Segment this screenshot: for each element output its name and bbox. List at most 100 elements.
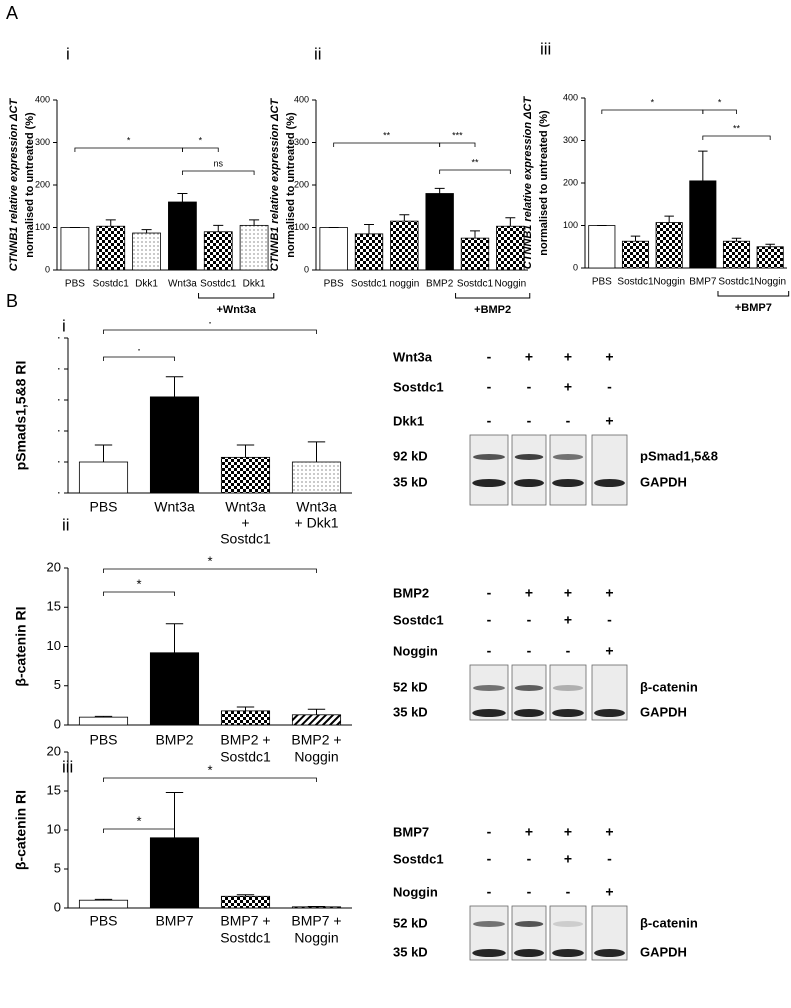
bar xyxy=(78,899,129,909)
band-protein: GAPDH xyxy=(640,474,687,489)
gel-band xyxy=(472,949,506,957)
x-tick-label: PBS xyxy=(89,499,117,515)
gel-band xyxy=(514,921,544,927)
treatment-sign: - xyxy=(487,643,492,659)
error-bar xyxy=(165,376,184,397)
y-tick-label: 100 xyxy=(563,220,578,230)
significance-label: *** xyxy=(452,130,463,140)
group-label: +Wnt3a xyxy=(216,304,256,316)
bar xyxy=(425,193,454,271)
treatment-sign: + xyxy=(564,851,572,867)
band-size: 52 kD xyxy=(393,679,428,694)
treatment-sign: + xyxy=(605,413,613,429)
treatment-sign: + xyxy=(605,884,613,900)
significance-label: * xyxy=(127,135,131,145)
band-protein: β-catenin xyxy=(640,915,698,930)
y-tick-label: 0 xyxy=(304,264,309,274)
y-tick-label: 300 xyxy=(35,137,50,147)
significance-bracket xyxy=(702,135,771,140)
treatment-sign: - xyxy=(487,612,492,628)
error-bar xyxy=(141,229,152,234)
gel-band xyxy=(552,709,584,717)
gel-band xyxy=(552,949,584,957)
x-tick-label: BMP2 + xyxy=(220,732,270,748)
treatment-sign: - xyxy=(487,413,492,429)
y-tick-label: 10 xyxy=(47,821,61,836)
error-bar xyxy=(364,224,374,234)
treatment-sign: + xyxy=(525,824,533,840)
gel-band xyxy=(552,479,584,487)
bar xyxy=(239,224,269,271)
y-tick-label: 100 xyxy=(294,222,309,232)
y-tick-label: 10 xyxy=(47,638,61,653)
bar xyxy=(168,201,197,271)
gel-band xyxy=(473,921,505,927)
bar xyxy=(655,222,683,269)
y-tick-label: · xyxy=(57,360,61,375)
treatment-sign: + xyxy=(525,349,533,365)
significance-label: * xyxy=(651,97,655,107)
y-tick-label: 20 xyxy=(47,559,61,574)
gel-lane xyxy=(591,434,628,506)
error-bar xyxy=(94,898,113,901)
error-bar xyxy=(94,715,113,718)
x-tick-label: PBS xyxy=(89,732,117,748)
treatment-label: Sostdc1 xyxy=(393,851,444,866)
x-tick-label: Noggin xyxy=(494,279,526,290)
treatment-sign: - xyxy=(487,585,492,601)
bar xyxy=(722,240,751,269)
panel-roman: ii xyxy=(62,515,70,534)
y-tick-label: 0 xyxy=(54,716,61,731)
treatment-label: Noggin xyxy=(393,884,438,899)
error-bar xyxy=(765,243,775,247)
treatment-sign: - xyxy=(566,643,571,659)
bar xyxy=(291,906,342,909)
error-bar xyxy=(664,215,674,223)
bar xyxy=(203,231,233,271)
x-tick-label: Noggin xyxy=(294,749,338,765)
panel-roman: i xyxy=(62,316,66,335)
y-tick-label: · xyxy=(57,329,61,344)
y-tick-label: 300 xyxy=(294,137,309,147)
bar xyxy=(220,710,271,726)
error-bar xyxy=(399,214,410,222)
panel-roman: iii xyxy=(540,39,551,58)
bar xyxy=(60,227,90,271)
x-tick-label: Dkk1 xyxy=(135,279,158,290)
significance-bracket xyxy=(103,828,175,833)
significance-bracket xyxy=(702,109,737,114)
x-tick-label: Wnt3a xyxy=(154,499,195,515)
band-size: 52 kD xyxy=(393,915,428,930)
treatment-sign: - xyxy=(607,612,612,628)
treatment-sign: - xyxy=(487,851,492,867)
y-axis-label: normalised to untreated (%) xyxy=(285,112,297,258)
treatment-sign: + xyxy=(564,824,572,840)
gel-band xyxy=(514,709,544,717)
x-tick-label: Dkk1 xyxy=(243,279,266,290)
y-axis-label: CTNNB1 relative expression ΔCT xyxy=(269,98,281,272)
treatment-sign: + xyxy=(605,643,613,659)
significance-bracket xyxy=(103,591,175,596)
y-tick-label: 5 xyxy=(54,677,61,692)
significance-bracket xyxy=(601,109,704,114)
gel-lane xyxy=(511,434,547,506)
significance-label: ** xyxy=(733,123,741,133)
significance-label: · xyxy=(208,314,212,329)
x-tick-label: BMP7 + xyxy=(220,913,270,929)
band-size: 92 kD xyxy=(393,448,428,463)
significance-bracket xyxy=(103,777,317,782)
treatment-sign: + xyxy=(564,612,572,628)
y-tick-label: · xyxy=(57,453,61,468)
error-bar xyxy=(470,230,480,239)
bar xyxy=(149,652,200,726)
gel-band xyxy=(514,949,544,957)
x-tick-label: + xyxy=(241,515,249,531)
y-axis-label: normalised to untreated (%) xyxy=(24,112,36,258)
significance-label: ** xyxy=(471,157,479,167)
treatment-sign: + xyxy=(605,824,613,840)
significance-label: * xyxy=(207,762,212,777)
y-tick-label: 400 xyxy=(294,94,309,104)
treatment-label: Dkk1 xyxy=(393,413,424,428)
y-tick-label: · xyxy=(57,484,61,499)
panel-roman: ii xyxy=(314,44,322,63)
